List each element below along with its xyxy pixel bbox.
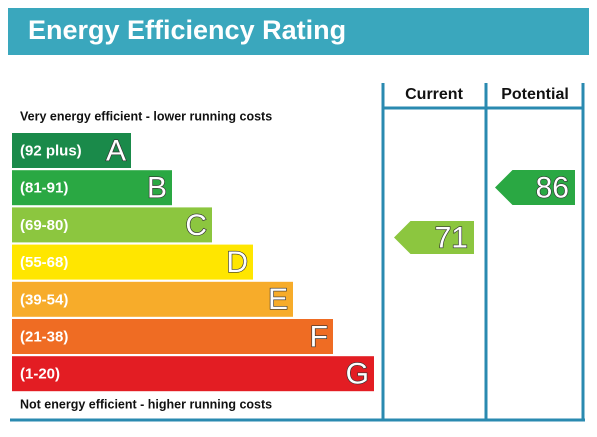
band-letter: G <box>346 358 369 391</box>
band-range: (81-91) <box>20 180 68 197</box>
rating-arrow <box>394 221 474 254</box>
rating-arrow <box>495 170 575 205</box>
top-label: Very energy efficient - lower running co… <box>20 109 272 123</box>
band-range: (39-54) <box>20 291 68 308</box>
column-header: Current <box>405 86 463 103</box>
band-letter: A <box>106 134 126 167</box>
band-range: (21-38) <box>20 328 68 345</box>
title-bar <box>8 8 589 55</box>
rating-value: 86 <box>536 171 569 204</box>
band-bar <box>12 207 212 243</box>
band-letter: E <box>268 283 288 316</box>
band-range: (55-68) <box>20 254 68 271</box>
band-letter: D <box>226 246 248 279</box>
band-range: (92 plus) <box>20 142 82 159</box>
band-range: (69-80) <box>20 217 68 234</box>
title: Energy Efficiency Rating <box>28 15 346 45</box>
band-bar <box>12 244 253 280</box>
band-letter: B <box>147 172 167 205</box>
band-bar <box>12 319 333 354</box>
band-letter: F <box>310 320 328 353</box>
band-bar <box>12 356 374 392</box>
bottom-label: Not energy efficient - higher running co… <box>20 397 272 411</box>
band-bar <box>12 281 293 317</box>
band-letter: C <box>185 209 207 242</box>
rating-value: 71 <box>435 221 468 254</box>
band-bar <box>12 133 131 168</box>
band-bar <box>12 170 172 206</box>
column-header: Potential <box>501 86 569 103</box>
band-range: (1-20) <box>20 366 60 383</box>
